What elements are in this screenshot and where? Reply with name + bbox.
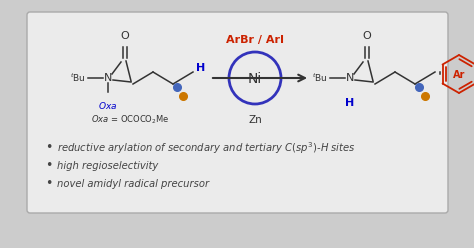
Text: H: H (346, 98, 355, 108)
Text: O: O (363, 31, 371, 41)
Text: N: N (104, 73, 112, 83)
Text: Ni: Ni (248, 72, 262, 86)
Text: $^t$Bu: $^t$Bu (312, 72, 328, 84)
Text: ArBr / ArI: ArBr / ArI (226, 35, 284, 45)
Text: •: • (45, 178, 52, 190)
Text: reductive arylation of secondary and tertiary $C(sp^3)$-$H$ sites: reductive arylation of secondary and ter… (57, 140, 356, 156)
Text: •: • (45, 142, 52, 155)
Text: Ar: Ar (453, 70, 465, 80)
Text: $Oxa$ = OCOCO$_2$Me: $Oxa$ = OCOCO$_2$Me (91, 114, 169, 126)
FancyBboxPatch shape (27, 12, 448, 213)
Text: Zn: Zn (248, 115, 262, 125)
Text: H: H (196, 63, 206, 73)
Text: novel amidyl radical precursor: novel amidyl radical precursor (57, 179, 209, 189)
Text: N: N (346, 73, 354, 83)
Text: $Oxa$: $Oxa$ (98, 100, 118, 111)
Text: $^t$Bu: $^t$Bu (70, 72, 86, 84)
Text: high regioselectivity: high regioselectivity (57, 161, 158, 171)
Text: O: O (120, 31, 129, 41)
Text: •: • (45, 159, 52, 173)
